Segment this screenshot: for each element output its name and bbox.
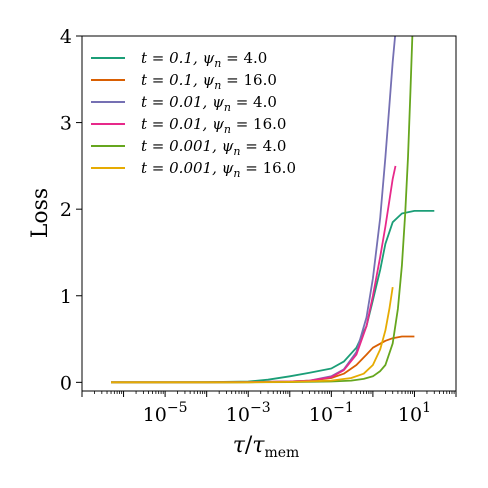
y-axis-label: Loss (28, 188, 53, 238)
y-tick-label: 4 (60, 26, 72, 48)
plot-frame (81, 35, 457, 392)
legend-label: t = 0.01, ψn = 16.0 (141, 115, 286, 136)
legend-label: t = 0.01, ψn = 4.0 (141, 93, 277, 114)
legend: t = 0.1, ψn = 4.0t = 0.1, ψn = 16.0t = 0… (91, 49, 296, 180)
x-tick-label: 10−3 (226, 400, 271, 426)
series-line-5 (111, 286, 394, 384)
series-line-1 (111, 335, 415, 384)
series-line-3 (111, 165, 397, 384)
x-axis-label: τ/τmem (233, 433, 300, 461)
y-tick-label: 2 (60, 199, 72, 221)
x-tick-label: 101 (398, 400, 431, 426)
y-axis: 0 1 2 3 4 (60, 26, 82, 394)
legend-label: t = 0.1, ψn = 4.0 (141, 49, 267, 70)
legend-label: t = 0.1, ψn = 16.0 (141, 71, 277, 92)
series-line-0 (111, 209, 435, 384)
y-tick-label: 0 (60, 372, 72, 394)
x-tick-label: 10−5 (143, 400, 188, 426)
series-layer (111, 36, 435, 384)
x-tick-label: 10−1 (309, 400, 354, 426)
legend-label: t = 0.001, ψn = 16.0 (141, 159, 296, 180)
x-axis: 10−5 10−3 10−1 101 (81, 391, 457, 426)
y-tick-label: 1 (60, 286, 72, 308)
legend-label: t = 0.001, ψn = 4.0 (141, 137, 286, 158)
y-tick-label: 3 (60, 113, 72, 135)
